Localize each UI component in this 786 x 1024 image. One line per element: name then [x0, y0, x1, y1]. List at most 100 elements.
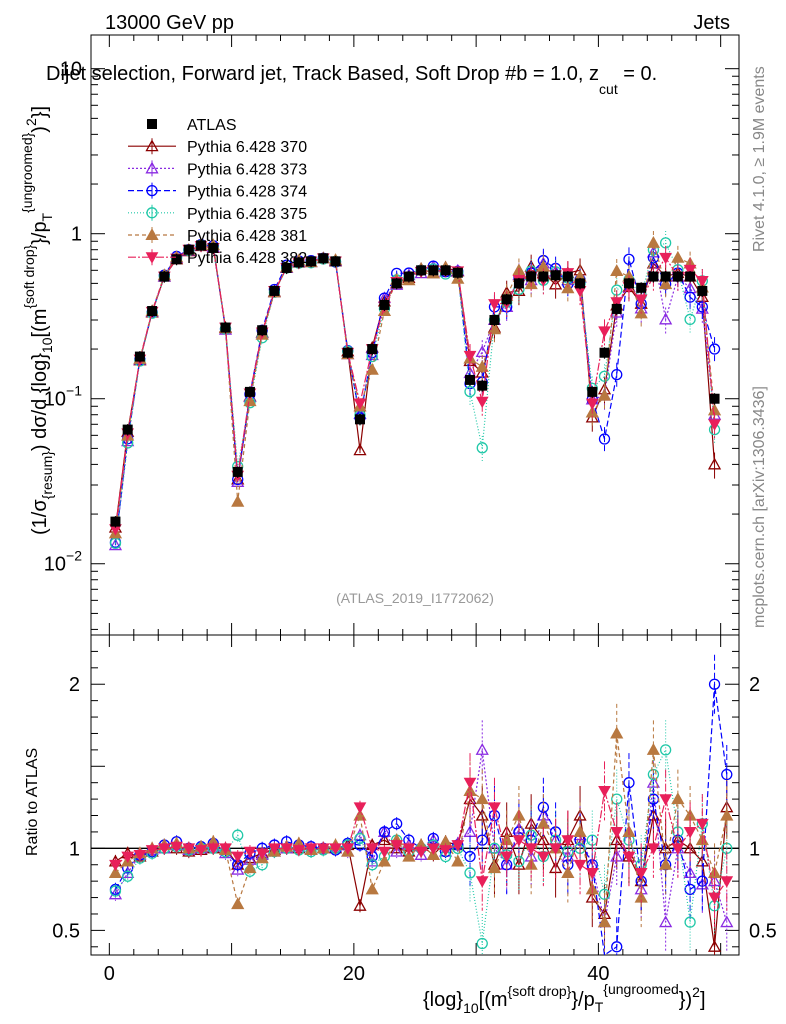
atlas-marker [489, 314, 500, 325]
series-marker-main [231, 494, 245, 507]
series-marker-main [365, 362, 379, 375]
legend-label: Pythia 6.428 382 [187, 250, 307, 267]
atlas-marker [147, 306, 158, 317]
analysis-watermark: (ATLAS_2019_I1772062) [336, 590, 494, 606]
series-marker-ratio [598, 888, 611, 900]
series-marker-ratio [696, 875, 708, 887]
legend-label: ATLAS [187, 117, 237, 134]
atlas-marker [416, 265, 427, 276]
series-marker-main [610, 297, 624, 309]
series-marker-ratio [695, 818, 709, 831]
atlas-marker [440, 265, 451, 276]
atlas-marker [587, 386, 598, 397]
series-marker-ratio [671, 792, 685, 805]
series-marker-main [623, 253, 635, 265]
atlas-marker [611, 303, 622, 314]
series-marker-ratio [402, 849, 416, 862]
legend-label: Pythia 6.428 375 [187, 206, 307, 223]
plot-title-main: Dijet selection, Forward jet, Track Base… [46, 63, 527, 85]
atlas-marker [403, 271, 414, 282]
series-marker-ratio [720, 808, 734, 821]
y-tick-label-ratio: 1 [69, 838, 80, 860]
y-tick-label-ratio: 0.5 [52, 920, 80, 942]
series-marker-ratio [219, 843, 232, 855]
atlas-marker [550, 270, 561, 281]
series-marker-ratio [182, 843, 196, 855]
y-tick-label-main: 1 [71, 224, 82, 246]
series-marker-main [585, 398, 599, 411]
atlas-marker [599, 347, 610, 358]
process-label: Jets [693, 12, 730, 34]
series-marker-ratio [623, 777, 635, 789]
series-marker-ratio [500, 851, 514, 864]
y-tick-label-ratio-right: 2 [749, 674, 760, 696]
y-tick-label-base: 10 [44, 389, 66, 411]
series-marker-ratio [561, 835, 575, 847]
series-marker-ratio [708, 678, 721, 690]
series-marker-main [646, 236, 661, 248]
series-marker-main [659, 312, 673, 325]
series-marker-ratio [133, 849, 147, 862]
series-marker-ratio [378, 826, 391, 838]
series-marker-main [707, 457, 722, 470]
series-marker-ratio [268, 843, 281, 855]
series-marker-main [353, 398, 367, 410]
series-marker-ratio [108, 866, 123, 878]
series-marker-ratio [659, 915, 673, 928]
series-marker-main [353, 443, 367, 456]
ratio-plot-frame [90, 634, 740, 956]
series-marker-ratio [597, 915, 612, 928]
series-marker-ratio [304, 843, 318, 855]
atlas-marker [562, 271, 573, 282]
legend-marker [145, 252, 159, 264]
series-marker-ratio [659, 794, 672, 806]
series-marker-main [671, 250, 685, 263]
series-marker-ratio [206, 843, 220, 855]
series-marker-ratio [512, 835, 526, 847]
y-tick-label-base: 10 [60, 59, 82, 81]
series-marker-ratio [170, 841, 183, 854]
ratio-y-axis-label: Ratio to ATLAS [24, 748, 41, 856]
series-marker-ratio [487, 861, 502, 874]
series-marker-ratio [476, 937, 488, 950]
atlas-marker [134, 351, 145, 362]
series-marker-ratio [647, 843, 660, 855]
atlas-marker [391, 278, 402, 289]
series-marker-main [611, 368, 623, 381]
series-marker-ratio [659, 857, 673, 870]
series-marker-ratio [684, 883, 696, 896]
series-marker-ratio [598, 785, 611, 798]
series-marker-ratio [561, 866, 575, 878]
series-marker-main [610, 264, 624, 276]
series-marker-ratio [391, 818, 403, 830]
series-marker-ratio [720, 915, 734, 928]
atlas-marker [379, 299, 390, 310]
series-marker-ratio [341, 843, 355, 855]
series-marker-ratio [353, 802, 367, 814]
series-marker-ratio [121, 851, 135, 864]
series-marker-ratio [463, 777, 477, 790]
x-tick-label: 40 [587, 963, 609, 985]
y-tick-label-ratio-right: 1 [749, 838, 760, 860]
series-marker-ratio [684, 916, 696, 928]
series-marker-ratio [109, 885, 122, 897]
legend-marker [146, 184, 158, 197]
atlas-marker [477, 380, 488, 391]
series-marker-main [512, 284, 526, 296]
rivet-version-label: Rivet 4.1.0, ≥ 1.9M events [751, 66, 768, 252]
energy-label: 13000 GeV pp [105, 12, 234, 34]
series-marker-ratio [255, 848, 269, 860]
series-marker-ratio [231, 851, 245, 864]
series-marker-ratio [524, 843, 538, 855]
atlas-marker [685, 271, 696, 282]
x-tick-label: 20 [343, 963, 365, 985]
legend-label: Pythia 6.428 374 [187, 184, 307, 201]
atlas-marker [244, 386, 255, 397]
legend: ATLAS Pythia 6.428 370 Pythia 6.428 373 Pyt… [128, 117, 307, 267]
atlas-marker [330, 256, 341, 267]
atlas-marker [171, 254, 182, 265]
atlas-marker [269, 285, 280, 296]
series-marker-ratio [475, 876, 489, 888]
legend-label: Pythia 6.428 381 [187, 228, 307, 245]
